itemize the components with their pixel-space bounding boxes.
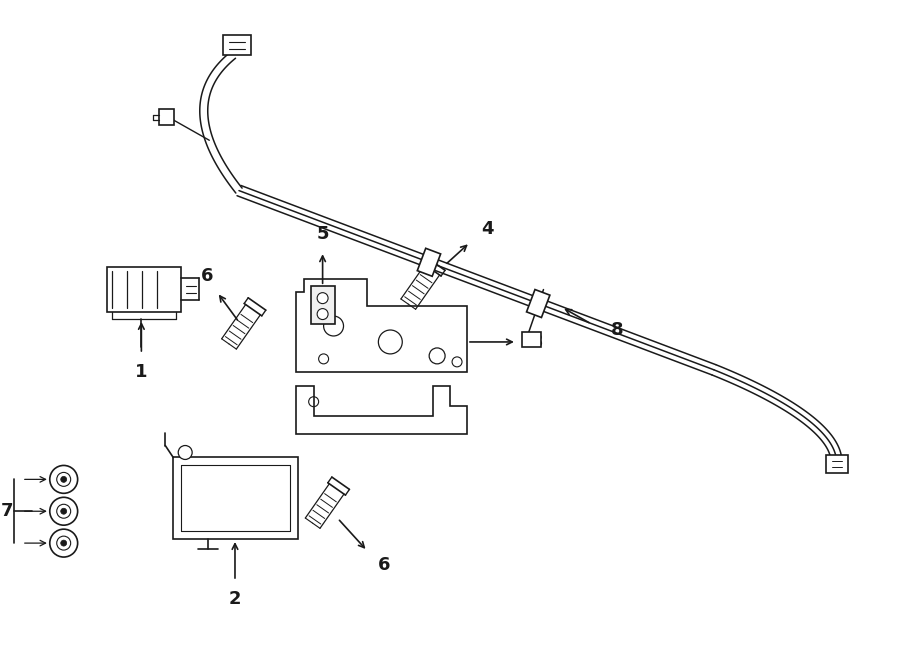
Text: 1: 1 bbox=[135, 363, 148, 381]
Text: 3: 3 bbox=[530, 333, 543, 351]
Polygon shape bbox=[223, 35, 251, 55]
Circle shape bbox=[60, 508, 67, 514]
Circle shape bbox=[57, 504, 71, 518]
Polygon shape bbox=[310, 286, 335, 324]
Polygon shape bbox=[159, 109, 175, 125]
Circle shape bbox=[57, 536, 71, 550]
Circle shape bbox=[178, 446, 193, 459]
Text: 8: 8 bbox=[611, 321, 624, 339]
Text: 5: 5 bbox=[317, 225, 328, 244]
Text: 4: 4 bbox=[482, 220, 494, 238]
Circle shape bbox=[317, 308, 328, 320]
Text: 7: 7 bbox=[1, 502, 13, 520]
Circle shape bbox=[317, 293, 328, 304]
Text: 2: 2 bbox=[229, 590, 241, 608]
Circle shape bbox=[60, 540, 67, 546]
Text: 6: 6 bbox=[201, 267, 213, 285]
Circle shape bbox=[60, 477, 67, 483]
Polygon shape bbox=[526, 289, 550, 318]
Circle shape bbox=[50, 529, 77, 557]
Polygon shape bbox=[522, 332, 542, 348]
Polygon shape bbox=[418, 248, 441, 276]
Circle shape bbox=[57, 473, 71, 487]
Circle shape bbox=[50, 497, 77, 525]
Circle shape bbox=[50, 465, 77, 493]
Polygon shape bbox=[826, 455, 849, 473]
Text: 6: 6 bbox=[378, 556, 391, 574]
